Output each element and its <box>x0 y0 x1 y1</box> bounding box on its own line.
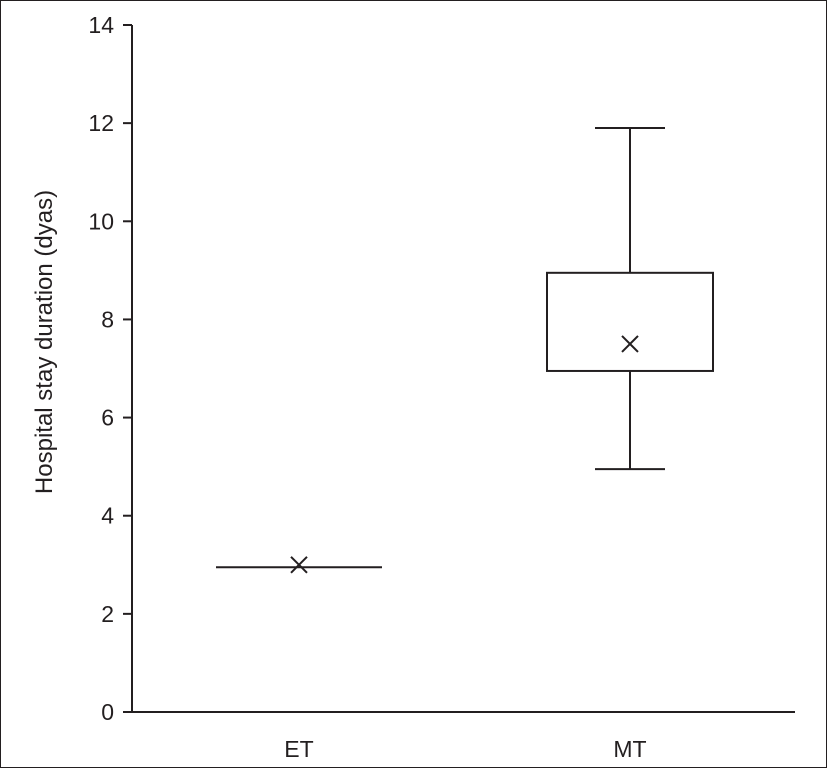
y-tick-label: 8 <box>101 306 114 332</box>
interquartile-box <box>546 271 714 372</box>
mean-marker <box>621 335 639 353</box>
plot-marks <box>216 127 714 574</box>
y-tick-label: 14 <box>88 12 114 38</box>
x-category-label: ET <box>284 736 313 762</box>
x-category-label: MT <box>613 736 646 762</box>
box-et <box>216 556 382 574</box>
x-axis: ET MT <box>132 711 795 762</box>
y-axis-title: Hospital stay duration (dyas) <box>31 190 58 494</box>
y-tick-label: 0 <box>101 699 114 725</box>
y-tick-label: 12 <box>88 110 114 136</box>
y-axis: 0 2 4 6 8 10 12 14 <box>88 12 133 725</box>
y-tick-label: 2 <box>101 601 114 627</box>
box-mt <box>546 127 714 471</box>
y-tick-label: 10 <box>88 208 114 234</box>
y-tick-label: 4 <box>101 503 114 529</box>
y-tick-label: 6 <box>101 405 114 431</box>
mean-marker <box>290 556 308 574</box>
